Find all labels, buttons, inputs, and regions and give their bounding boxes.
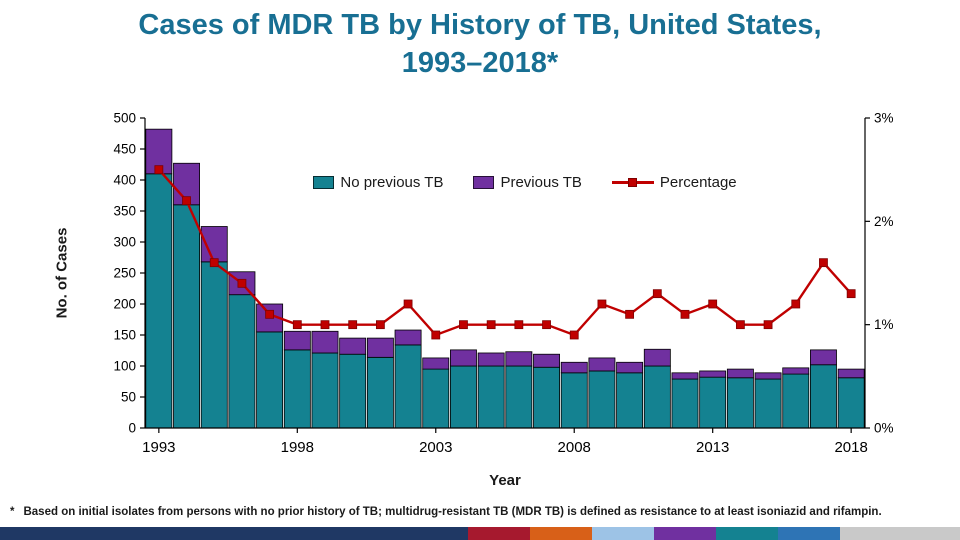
page-title-line2: 1993–2018* — [401, 47, 559, 79]
page-title-line1: Cases of MDR TB by History of TB, United… — [138, 9, 822, 41]
legend-item-previous-tb: Previous TB — [473, 174, 582, 191]
svg-text:150: 150 — [113, 328, 136, 343]
svg-text:0%: 0% — [874, 421, 894, 436]
mdr-tb-stacked-bar-chart: 0 50 100 150 200 250 300 350 400 450 500 0% 1% 2% 3% 19… — [113, 111, 894, 457]
legend-label-previous: Previous TB — [500, 174, 582, 191]
svg-text:300: 300 — [113, 235, 136, 250]
page-title: Cases of MDR TB by History of TB, United… — [0, 6, 960, 82]
footer-stripe-segment — [468, 527, 530, 540]
svg-text:2008: 2008 — [558, 439, 591, 456]
footer-stripe-segment — [840, 527, 960, 540]
svg-text:2013: 2013 — [696, 439, 729, 456]
legend-item-no-previous-tb: No previous TB — [313, 174, 443, 191]
percentage-marker-glyph — [628, 178, 638, 187]
svg-text:450: 450 — [113, 142, 136, 157]
legend-label-percentage: Percentage — [659, 174, 737, 191]
svg-text:1993: 1993 — [142, 439, 175, 456]
footer-stripe-segment — [778, 527, 840, 540]
footer-stripe-segment — [0, 527, 468, 540]
percentage-line-icon — [611, 177, 654, 188]
footer-color-stripe — [0, 527, 960, 540]
footnote-asterisk: * — [10, 506, 15, 518]
svg-text:0: 0 — [128, 421, 136, 436]
svg-text:250: 250 — [113, 266, 136, 281]
svg-text:400: 400 — [113, 173, 136, 188]
svg-text:1998: 1998 — [281, 439, 314, 456]
footnote: * Based on initial isolates from persons … — [10, 506, 954, 518]
svg-text:200: 200 — [113, 297, 136, 312]
legend-label-no-previous: No previous TB — [340, 174, 444, 191]
svg-text:2003: 2003 — [419, 439, 452, 456]
svg-text:2%: 2% — [874, 214, 894, 229]
previous-swatch — [473, 176, 495, 189]
no-previous-swatch — [313, 176, 335, 189]
svg-text:1%: 1% — [874, 317, 894, 332]
svg-text:350: 350 — [113, 204, 136, 219]
svg-text:100: 100 — [113, 359, 136, 374]
svg-text:3%: 3% — [874, 111, 894, 126]
footnote-text: Based on initial isolates from persons w… — [23, 506, 882, 518]
footer-stripe-segment — [592, 527, 654, 540]
footer-stripe-segment — [530, 527, 592, 540]
footer-stripe-segment — [716, 527, 778, 540]
svg-text:50: 50 — [121, 390, 136, 405]
svg-text:2018: 2018 — [834, 439, 867, 456]
legend-item-percentage: Percentage — [611, 174, 737, 191]
footer-stripe-segment — [654, 527, 716, 540]
svg-text:500: 500 — [113, 111, 136, 126]
chart-legend: No previous TB Previous TB Percentage — [145, 174, 865, 191]
x-axis-title: Year — [489, 472, 521, 489]
